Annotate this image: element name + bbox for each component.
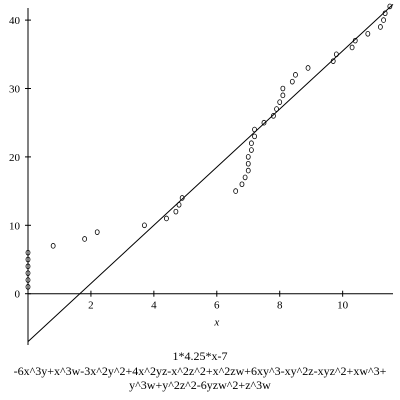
fit-line xyxy=(27,4,394,342)
data-point xyxy=(25,277,31,283)
data-point xyxy=(252,133,257,140)
data-point xyxy=(245,160,251,167)
data-point xyxy=(387,3,393,10)
data-point xyxy=(25,249,31,256)
data-point xyxy=(252,126,257,133)
data-point xyxy=(378,24,383,30)
data-point xyxy=(271,113,276,119)
data-point xyxy=(249,140,254,147)
y-tick-label: 30 xyxy=(9,84,21,96)
data-point xyxy=(381,17,386,23)
x-tick-label: 4 xyxy=(151,300,157,312)
data-point xyxy=(164,215,169,222)
data-point xyxy=(274,106,279,112)
data-points xyxy=(25,3,393,290)
x-tick-group: 2 4 6 8 10 xyxy=(88,290,349,312)
data-point xyxy=(25,270,31,276)
caption-line-2: y^3w+y^2z^2-6yzw^2+z^3w xyxy=(129,378,271,392)
y-tick-label: 40 xyxy=(9,15,21,27)
data-point xyxy=(261,119,267,126)
y-tick-label: 20 xyxy=(9,152,21,164)
chart-title: 1*4.25*x-7 xyxy=(172,349,228,363)
data-point xyxy=(245,167,251,174)
data-point xyxy=(82,236,88,242)
data-point xyxy=(293,72,298,78)
x-tick-label: 8 xyxy=(277,300,283,312)
data-point xyxy=(277,99,283,105)
data-point xyxy=(94,229,100,235)
x-tick-label: 2 xyxy=(88,300,94,312)
data-point xyxy=(349,44,355,51)
data-point xyxy=(242,174,248,181)
data-point xyxy=(50,243,56,249)
x-axis-label: x xyxy=(213,317,219,329)
data-point xyxy=(280,92,286,99)
data-point xyxy=(176,201,182,208)
data-point xyxy=(382,10,388,17)
data-point xyxy=(25,284,31,290)
data-point xyxy=(239,181,245,188)
data-point xyxy=(25,263,31,270)
y-tick-group: 0 10 20 30 40 xyxy=(9,15,31,301)
data-point xyxy=(179,195,185,201)
data-point xyxy=(330,58,336,64)
y-tick-label: 0 xyxy=(15,289,21,301)
x-tick-label: 10 xyxy=(337,300,349,312)
data-point xyxy=(142,222,147,229)
data-point xyxy=(25,256,31,263)
y-tick-label: 10 xyxy=(9,220,21,232)
data-point xyxy=(289,78,295,85)
data-point xyxy=(352,37,358,44)
data-point xyxy=(333,51,339,58)
data-point xyxy=(173,208,179,215)
data-point xyxy=(249,147,254,153)
caption-line-1: -6x^3y+x^3w-3x^2y^2+4x^2yz-x^2z^2+x^2zw+… xyxy=(13,364,387,378)
data-point xyxy=(365,30,371,37)
x-tick-label: 6 xyxy=(214,300,220,312)
data-point xyxy=(245,154,251,160)
data-point xyxy=(305,65,311,71)
data-point xyxy=(280,85,286,92)
data-point xyxy=(233,188,239,194)
scatter-plot: 2 4 6 8 10 0 10 20 30 40 x xyxy=(9,3,394,345)
